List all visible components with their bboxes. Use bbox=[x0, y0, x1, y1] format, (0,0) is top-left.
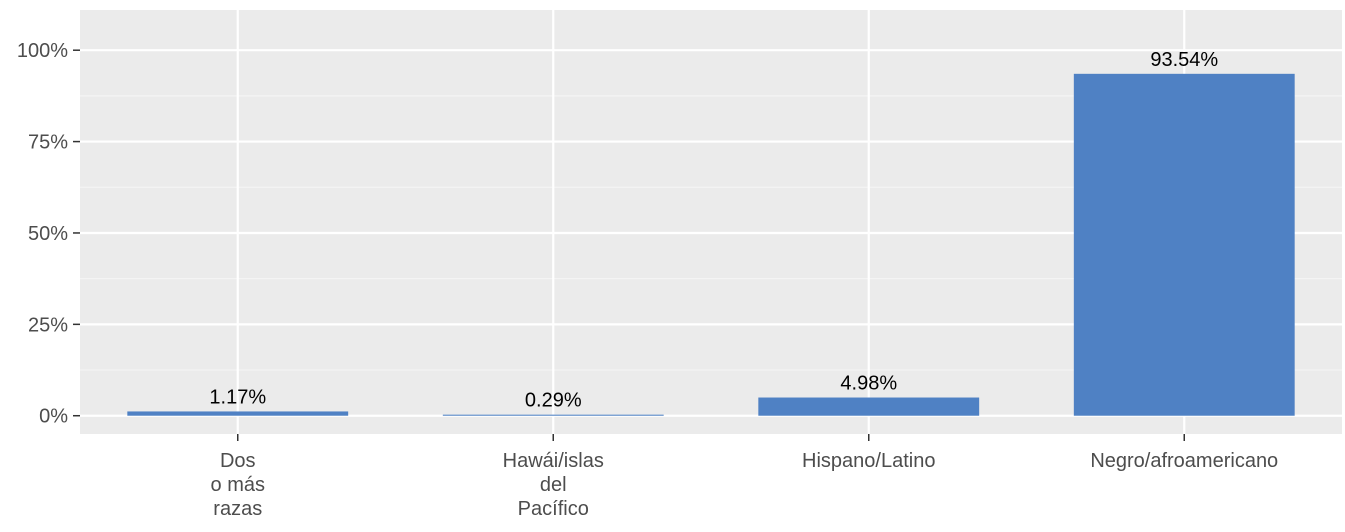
bar bbox=[758, 397, 980, 416]
y-axis: 0% 25% 50% 75% 100% bbox=[17, 40, 80, 428]
y-tick-label: 50% bbox=[28, 223, 68, 245]
bar-value-label: 93.54% bbox=[1150, 49, 1218, 71]
bar-value-label: 0.29% bbox=[525, 390, 582, 412]
x-tick-label: Hawái/islas del Pacífico bbox=[503, 450, 604, 520]
x-tick-label-line: Hispano/Latino bbox=[802, 450, 935, 472]
y-tick-label: 75% bbox=[28, 132, 68, 154]
bar-value-label: 1.17% bbox=[209, 386, 266, 408]
x-tick-label: Hispano/Latino bbox=[802, 450, 935, 472]
x-tick-label-line: o más bbox=[211, 474, 265, 496]
y-tick-label: 100% bbox=[17, 40, 68, 62]
bar-value-label: 4.98% bbox=[840, 373, 897, 395]
bar bbox=[442, 414, 664, 416]
bar-value-labels: 1.17% 0.29% 4.98% 93.54% bbox=[209, 49, 1218, 412]
x-tick-label: Negro/afroamericano bbox=[1090, 450, 1278, 472]
x-tick-label-line: del bbox=[540, 474, 567, 496]
bar bbox=[1073, 73, 1295, 416]
x-tick-label-line: Pacífico bbox=[518, 498, 589, 520]
bars-group bbox=[127, 73, 1295, 416]
x-tick-label-line: razas bbox=[213, 498, 262, 520]
x-tick-label-line: Negro/afroamericano bbox=[1090, 450, 1278, 472]
y-tick-label: 25% bbox=[28, 314, 68, 336]
x-tick-label-line: Dos bbox=[220, 450, 256, 472]
x-tick-label-line: Hawái/islas bbox=[503, 450, 604, 472]
x-axis: Dos o más razas Hawái/islas del Pacífico Hispa… bbox=[211, 434, 1278, 520]
y-tick-label: 0% bbox=[39, 406, 68, 428]
x-tick-label: Dos o más razas bbox=[211, 450, 265, 520]
bar bbox=[127, 411, 349, 416]
